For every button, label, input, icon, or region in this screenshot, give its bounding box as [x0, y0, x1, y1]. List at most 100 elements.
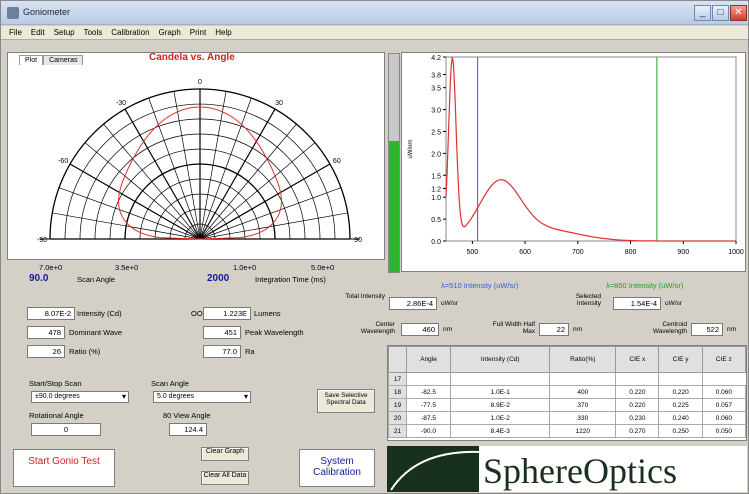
polar-spoke — [199, 142, 316, 240]
scan-angle-label: Scan Angle — [77, 275, 115, 284]
polar-angle-label: 60 — [333, 158, 341, 165]
y-tick-label: 0.0 — [431, 239, 441, 246]
menu-item-setup[interactable]: Setup — [53, 28, 75, 37]
table-cell: 19 — [388, 398, 407, 412]
table-row[interactable]: 17 — [388, 372, 746, 386]
data-table[interactable]: Angle Intensity (Cd) Ratio(%) CIE x CIE y CIE… — [387, 345, 747, 441]
table-cell: 0.240 — [658, 411, 703, 425]
centroid-label: Centroid Wavelength — [652, 321, 687, 335]
x-tick-label: 700 — [572, 249, 584, 256]
table-cell: 0.230 — [615, 411, 660, 425]
menu-item-tools[interactable]: Tools — [83, 28, 103, 37]
view-angle-label: 80 View Angle — [163, 411, 211, 420]
window-title: Goniometer — [23, 7, 71, 17]
y-tick-label: 0.5 — [431, 217, 441, 224]
app-icon — [7, 7, 19, 19]
dominant-wave-label: Dominant Wave — [69, 328, 123, 337]
selected-intensity-unit: uW/sr — [665, 300, 682, 307]
menu-item-file[interactable]: File — [9, 28, 22, 37]
polar-angle-label: 30 — [275, 100, 283, 107]
row-header-corner — [388, 346, 407, 373]
y-tick-label: 4.2 — [431, 55, 441, 62]
fwhm-unit: nm — [573, 326, 583, 333]
center-wavelength-unit: nm — [443, 326, 453, 333]
spectrum-panel: 4.2 3.8 3.5 3.0 2.5 2.0 1.5 1.2 1.0 0.5 0.0 uW/nm 50… — [401, 52, 746, 272]
rotational-angle-stepper[interactable]: 0 — [31, 423, 101, 436]
polar-spoke — [199, 163, 331, 240]
table-cell: 0.225 — [658, 398, 703, 412]
peak-wavelength-label: Peak Wavelength — [245, 328, 304, 337]
clear-graph-button[interactable]: Clear Graph — [201, 447, 249, 461]
x-tick-label: 1000 — [728, 249, 744, 256]
polar-spoke — [84, 142, 201, 240]
y-tick-label: 3.5 — [431, 86, 441, 93]
table-cell — [658, 372, 703, 386]
table-cell: 8.9E-2 — [450, 398, 551, 412]
total-intensity-field: 2.86E-4 — [389, 297, 437, 310]
maximize-button[interactable]: □ — [712, 5, 729, 21]
tab-cameras[interactable]: Cameras — [43, 55, 84, 65]
ra-field: 77.0 — [203, 345, 241, 358]
table-cell: 1220 — [549, 424, 617, 438]
table-cell: 20 — [388, 411, 407, 425]
fwhm-field: 22 — [539, 323, 569, 336]
menu-item-calibration[interactable]: Calibration — [111, 28, 150, 37]
polar-spoke — [199, 123, 297, 240]
menu-item-edit[interactable]: Edit — [30, 28, 45, 37]
start-stop-select[interactable]: ±90.0 degrees — [31, 391, 129, 403]
menu-item-help[interactable]: Help — [215, 28, 232, 37]
dominant-wave-field: 478 — [27, 326, 65, 339]
level-meter — [388, 53, 400, 273]
total-intensity-label: Total Intensity — [345, 293, 385, 300]
menu-item-print[interactable]: Print — [189, 28, 207, 37]
polar-spoke — [199, 97, 252, 240]
polar-spoke — [52, 212, 201, 240]
start-test-button[interactable]: Start Gonio Test — [13, 449, 115, 487]
menu-item-graph[interactable]: Graph — [158, 28, 181, 37]
centroid-unit: nm — [727, 326, 737, 333]
table-cell: 0.250 — [658, 424, 703, 438]
system-calibration-button[interactable]: System Calibration — [299, 449, 375, 487]
start-stop-label: Start/Stop Scan — [29, 379, 82, 388]
view-angle-field: 124.4 — [169, 423, 207, 436]
y-tick-label: 2.5 — [431, 129, 441, 136]
polar-spoke — [124, 108, 201, 240]
table-cell — [450, 372, 551, 386]
spectrum-chart: 4.2 3.8 3.5 3.0 2.5 2.0 1.5 1.2 1.0 0.5 0.0 uW/nm 50… — [408, 55, 744, 256]
tab-plot[interactable]: Plot — [19, 55, 44, 65]
table-row[interactable]: 21 -90.0 8.4E-3 1220 0.270 0.250 0.050 — [388, 424, 746, 438]
scan-angle-value: 90.0 — [29, 273, 49, 284]
x-tick-label: 500 — [467, 249, 479, 256]
polar-angle-label: 0 — [198, 79, 202, 86]
ratio-label: Ratio (%) — [69, 347, 101, 356]
fwhm-label: Full Width Half Max — [492, 321, 535, 335]
x-tick-label: 600 — [519, 249, 531, 256]
polar-spoke — [148, 97, 201, 240]
y-axis-label: uW/nm — [408, 139, 414, 158]
y-tick-label: 1.0 — [431, 195, 441, 202]
table-cell: -82.5 — [405, 385, 452, 399]
column-header: CIE z — [701, 346, 746, 373]
minimize-button[interactable]: _ — [694, 5, 711, 21]
polar-spoke — [199, 91, 227, 240]
table-cell: 21 — [388, 424, 407, 438]
close-button[interactable]: ✕ — [730, 5, 747, 21]
integration-time-label: Integration Time (ms) — [255, 275, 326, 284]
table-row[interactable]: 19 -77.5 8.9E-2 370 0.220 0.225 0.057 — [388, 398, 746, 412]
table-row[interactable]: 20 -87.5 1.0E-2 330 0.230 0.240 0.060 — [388, 411, 746, 425]
table-cell: 0.050 — [701, 424, 746, 438]
column-header: CIE x — [615, 346, 660, 373]
logo-text: SphereOptics — [483, 451, 677, 491]
scan-angle-select[interactable]: 5.0 degrees — [153, 391, 251, 403]
clear-all-data-button[interactable]: Clear All Data — [201, 471, 249, 485]
table-row[interactable]: 18 -82.5 1.0E-1 400 0.220 0.220 0.060 — [388, 385, 746, 399]
polar-spoke — [199, 187, 342, 240]
save-selective-button[interactable]: Save Selective Spectral Data — [317, 389, 375, 413]
cursor1-label: λ=510 Intensity (uW/sr) — [441, 281, 519, 290]
table-cell: 400 — [549, 385, 617, 399]
scale-label: 3.5e+0 — [115, 263, 139, 272]
integration-time-value: 2000 — [207, 273, 230, 284]
table-cell: 1.0E-1 — [450, 385, 551, 399]
table-cell: -90.0 — [405, 424, 452, 438]
